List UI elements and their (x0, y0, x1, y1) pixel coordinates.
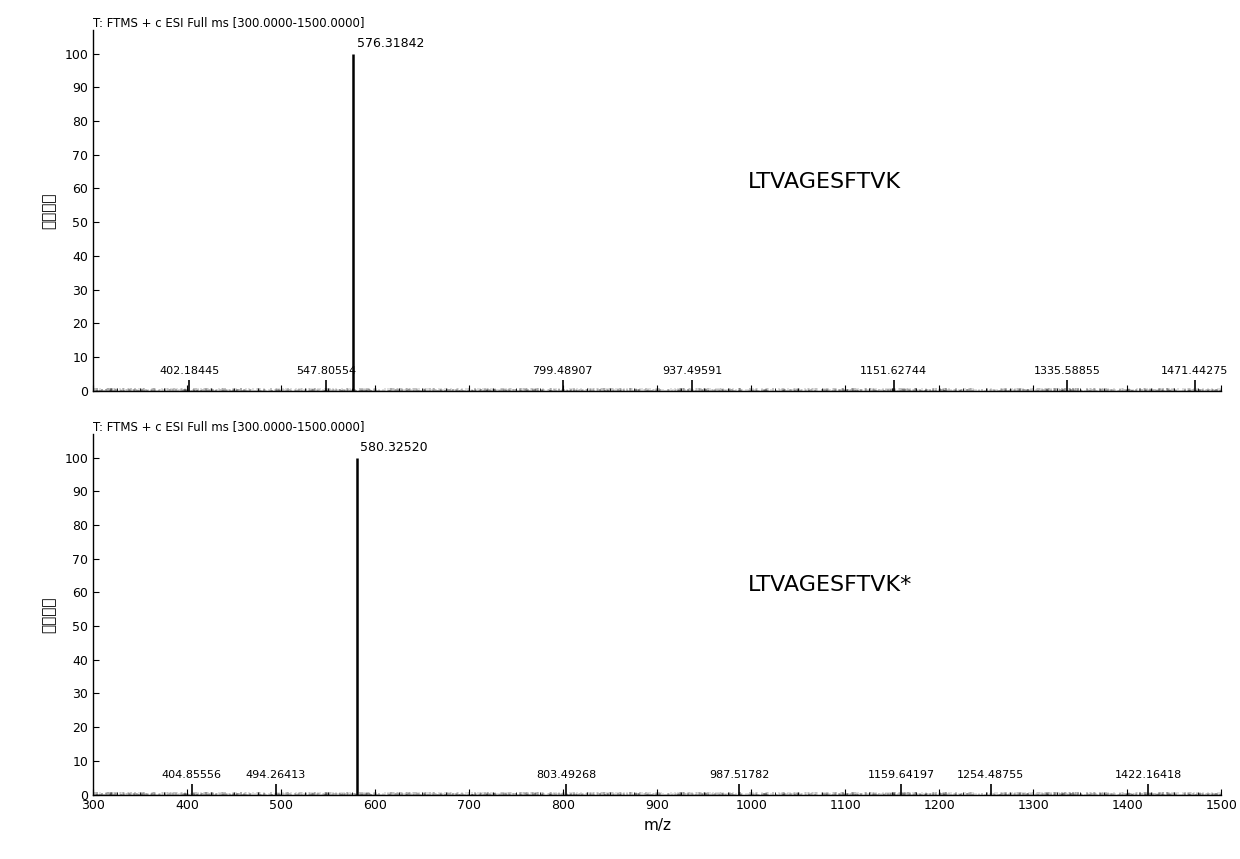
Text: 404.85556: 404.85556 (161, 770, 222, 780)
Text: 1335.58855: 1335.58855 (1033, 366, 1100, 376)
Text: 402.18445: 402.18445 (159, 366, 219, 376)
Text: 1254.48755: 1254.48755 (957, 770, 1024, 780)
Text: LTVAGESFTVK: LTVAGESFTVK (748, 172, 900, 192)
X-axis label: m/z: m/z (644, 818, 671, 833)
Text: 1422.16418: 1422.16418 (1115, 770, 1182, 780)
Y-axis label: 相对丰度: 相对丰度 (41, 596, 56, 632)
Y-axis label: 相对丰度: 相对丰度 (41, 192, 56, 228)
Text: 576.31842: 576.31842 (357, 37, 424, 51)
Text: 580.32520: 580.32520 (361, 442, 428, 454)
Text: 803.49268: 803.49268 (537, 770, 596, 780)
Text: 494.26413: 494.26413 (246, 770, 306, 780)
Text: T: FTMS + c ESI Full ms [300.0000-1500.0000]: T: FTMS + c ESI Full ms [300.0000-1500.0… (93, 16, 365, 29)
Text: 1159.64197: 1159.64197 (868, 770, 935, 780)
Text: 547.80554: 547.80554 (296, 366, 356, 376)
Text: LTVAGESFTVK*: LTVAGESFTVK* (748, 576, 911, 595)
Text: 937.49591: 937.49591 (662, 366, 723, 376)
Text: 1471.44275: 1471.44275 (1161, 366, 1229, 376)
Text: 987.51782: 987.51782 (709, 770, 770, 780)
Text: T: FTMS + c ESI Full ms [300.0000-1500.0000]: T: FTMS + c ESI Full ms [300.0000-1500.0… (93, 420, 365, 433)
Text: 799.48907: 799.48907 (532, 366, 593, 376)
Text: 1151.62744: 1151.62744 (861, 366, 928, 376)
